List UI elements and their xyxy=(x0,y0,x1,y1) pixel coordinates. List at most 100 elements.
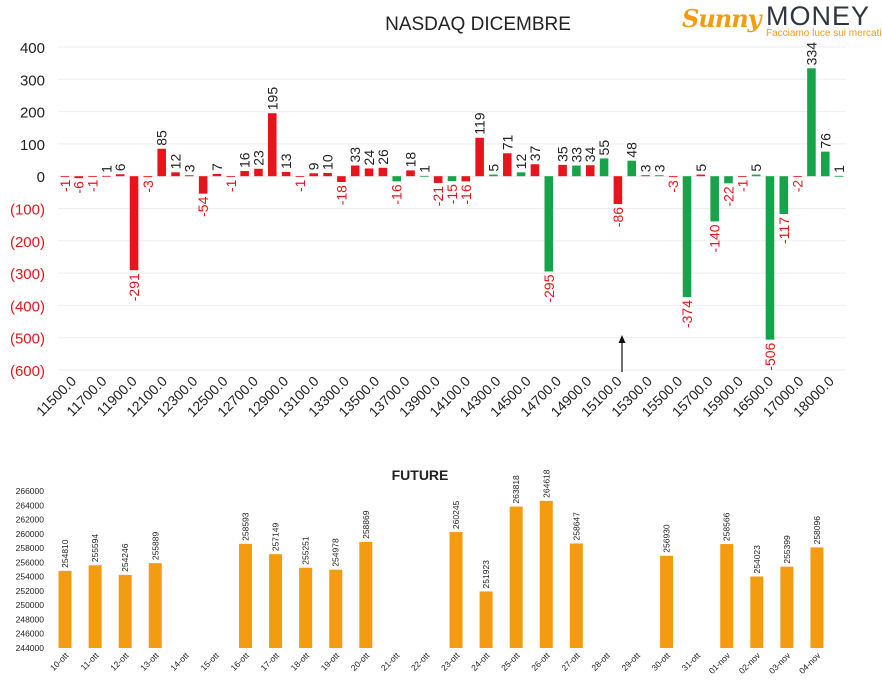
bar xyxy=(148,563,162,648)
data-label: 195 xyxy=(264,87,280,111)
bar xyxy=(115,174,125,177)
x-tick-label: 14-ott xyxy=(168,650,191,673)
data-label: 24 xyxy=(361,150,377,166)
bar xyxy=(88,565,102,648)
logo-word-sunny: Sunny xyxy=(682,4,762,33)
data-label: 12 xyxy=(168,154,184,170)
bar xyxy=(295,176,305,177)
data-label: 3 xyxy=(651,164,667,172)
x-tick-label: 15-ott xyxy=(198,650,221,673)
data-label: 37 xyxy=(527,145,543,161)
logo-word-money: MONEY xyxy=(766,1,871,31)
data-label: 76 xyxy=(817,133,833,149)
data-label: -22 xyxy=(720,186,736,206)
bar xyxy=(793,176,802,177)
future-y-axis: 266000 264000 262000 260000 258000 256000 2540… xyxy=(16,486,45,653)
data-label: 7 xyxy=(209,163,225,171)
y-tick-label: (300) xyxy=(10,266,45,283)
data-label: 258566 xyxy=(722,512,732,541)
bar xyxy=(254,168,263,177)
y-tick-label: (500) xyxy=(10,331,45,348)
data-label: -295 xyxy=(541,274,557,302)
bar xyxy=(585,165,595,177)
y-tick-label: (400) xyxy=(10,298,45,315)
x-tick-label: 25-ott xyxy=(499,650,522,673)
data-label: -1 xyxy=(734,179,750,192)
y-tick-label: (100) xyxy=(10,202,45,219)
y-tick-label: 400 xyxy=(20,40,45,57)
bar xyxy=(820,151,830,177)
data-label: 16 xyxy=(237,152,253,168)
x-tick-label: 23-ott xyxy=(439,650,462,673)
data-label: 35 xyxy=(555,146,571,162)
data-label: 255889 xyxy=(150,532,160,561)
bar xyxy=(118,574,132,648)
x-tick-label: 03-nov xyxy=(767,650,793,676)
x-tick-label: 27-ott xyxy=(559,650,582,673)
bar xyxy=(240,171,249,177)
data-label: 3 xyxy=(181,164,197,172)
data-label: -140 xyxy=(707,224,723,252)
y-tick-label: 262000 xyxy=(16,515,45,525)
data-label: 264618 xyxy=(541,469,551,498)
data-label: -291 xyxy=(126,273,142,301)
bar xyxy=(780,566,794,648)
data-label: -117 xyxy=(776,217,792,244)
bar xyxy=(364,168,374,177)
bar xyxy=(350,165,360,177)
bar xyxy=(668,176,678,178)
x-tick-label: 10-ott xyxy=(48,650,71,673)
bar xyxy=(503,153,512,177)
bar xyxy=(710,176,719,222)
data-label: 255251 xyxy=(301,536,311,565)
bar xyxy=(627,160,637,177)
data-label: -3 xyxy=(665,180,681,193)
bar xyxy=(750,576,764,648)
x-tick-label: 21-ott xyxy=(379,650,402,673)
arrow-head xyxy=(618,335,626,343)
data-label: 34 xyxy=(582,146,598,162)
data-label: 334 xyxy=(803,42,819,66)
data-label: 254023 xyxy=(752,545,762,574)
x-tick-label: 11-ott xyxy=(79,650,101,672)
bar xyxy=(489,174,498,177)
future-x-axis: 10-ott 11-ott 12-ott 13-ott 14-ott 15-ott 16-o… xyxy=(48,650,823,676)
data-label: 55 xyxy=(596,140,612,156)
y-tick-label: 256000 xyxy=(16,557,45,567)
bar xyxy=(613,176,623,204)
data-label: 257149 xyxy=(271,523,281,552)
data-label: 23 xyxy=(250,150,266,166)
bar xyxy=(738,176,747,177)
bar xyxy=(599,158,609,177)
data-label: 5 xyxy=(748,164,764,172)
data-label: 119 xyxy=(472,112,488,135)
y-tick-label: 266000 xyxy=(16,486,45,496)
data-label: -16 xyxy=(389,184,405,204)
nasdaq-x-axis: 11500.011700.011900.012100.012300.012500… xyxy=(33,373,837,420)
x-tick-label: 16-ott xyxy=(228,650,251,673)
bar xyxy=(129,176,139,271)
bar xyxy=(157,148,166,177)
x-tick-label: 30-ott xyxy=(650,650,673,673)
data-label: 1 xyxy=(98,165,114,173)
bar xyxy=(461,176,471,182)
data-label: 48 xyxy=(624,142,640,158)
bar xyxy=(58,570,72,648)
x-tick-label: 26-ott xyxy=(529,650,552,673)
data-label: -1 xyxy=(57,179,73,192)
bar xyxy=(544,176,554,272)
bar xyxy=(751,174,761,177)
data-label: -506 xyxy=(762,342,778,370)
bar xyxy=(807,68,816,177)
bar xyxy=(185,175,194,177)
data-label: -15 xyxy=(444,184,460,204)
bar xyxy=(406,170,415,177)
arrow-up-icon xyxy=(618,335,626,372)
nasdaq-y-axis: 400 300 200 100 0 (100) (200) (300) (400) (500) (6… xyxy=(10,40,45,380)
data-label: -1 xyxy=(223,179,239,192)
data-label: 5 xyxy=(485,164,501,172)
bar xyxy=(171,172,180,177)
x-tick-label: 13-ott xyxy=(138,650,161,673)
nasdaq-gridlines xyxy=(58,46,846,371)
sunny-money-logo: Sunny MONEY Facciamo luce sui mercati xyxy=(680,1,882,39)
